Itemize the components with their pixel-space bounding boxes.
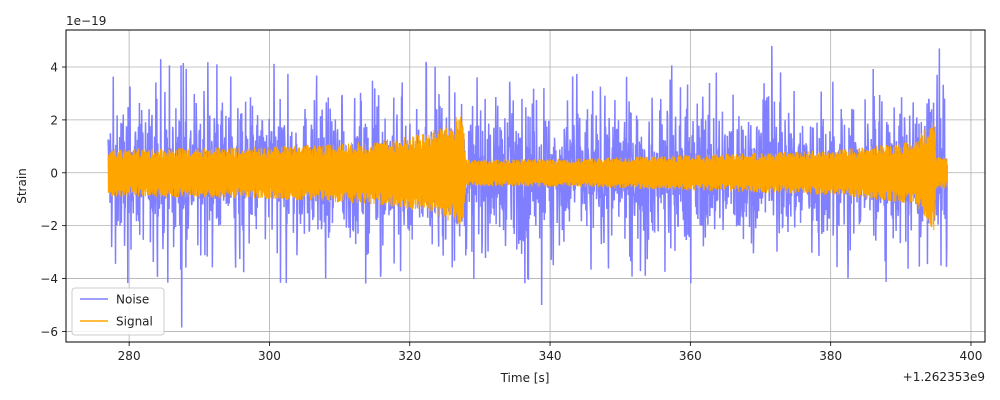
x-offset-label: +1.262353e9 <box>903 370 985 384</box>
axes-frame <box>65 29 986 343</box>
y-scale-multiplier: 1e−19 <box>66 14 106 28</box>
y-tick-label: 2 <box>50 113 58 127</box>
legend-label-noise: Noise <box>116 293 149 307</box>
x-tick-label: 380 <box>819 349 842 363</box>
legend-label-signal: Signal <box>116 315 153 329</box>
x-tick-label: 340 <box>539 349 562 363</box>
series-line-signal <box>107 116 948 231</box>
x-axis-label: Time [s] <box>500 371 550 385</box>
y-tick-label: 0 <box>50 166 58 180</box>
y-axis: −6 −4 −2 0 2 4 <box>40 61 66 339</box>
y-axis-label: Strain <box>15 168 29 204</box>
plot-area <box>107 45 948 328</box>
y-tick-label: −2 <box>40 219 58 233</box>
y-tick-label: −4 <box>40 272 58 286</box>
x-tick-label: 400 <box>960 349 983 363</box>
legend: Noise Signal <box>71 287 165 336</box>
x-tick-label: 320 <box>398 349 421 363</box>
x-tick-label: 280 <box>118 349 141 363</box>
y-tick-label: 4 <box>50 61 58 75</box>
y-tick-label: −6 <box>40 325 58 339</box>
x-axis: 280 300 320 340 360 380 400 <box>118 342 983 363</box>
x-tick-label: 300 <box>258 349 281 363</box>
x-tick-label: 360 <box>679 349 702 363</box>
